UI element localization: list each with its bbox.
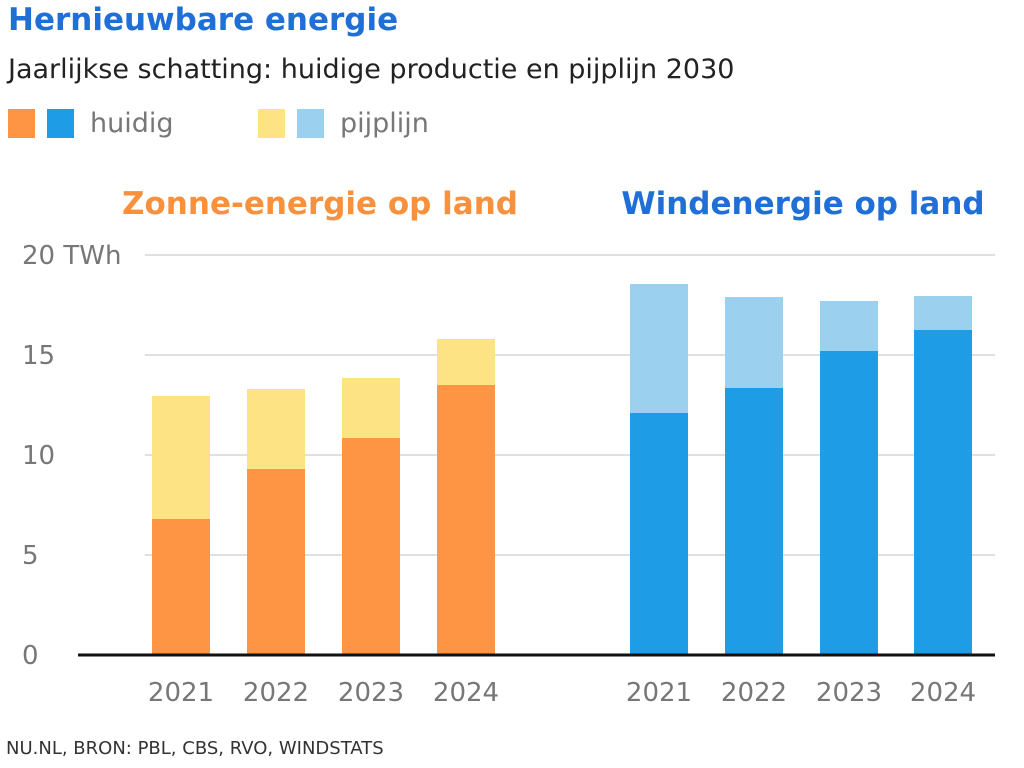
x-tick-label: 2023 [816, 678, 882, 708]
chart-subtitle: Jaarlijkse schatting: huidige productie … [8, 54, 735, 85]
y-tick-label: 10 [22, 441, 55, 471]
bar-pijplijn-2021 [152, 396, 210, 519]
bar-pijplijn-2022 [247, 389, 305, 469]
x-tick-label: 2024 [433, 678, 499, 708]
bar-huidig-2024 [914, 330, 972, 655]
legend-label-pipeline: pijplijn [340, 107, 429, 139]
legend-swatch-solar-current [8, 108, 35, 138]
bar-huidig-2023 [820, 351, 878, 655]
x-tick-label: 2021 [148, 678, 214, 708]
legend-swatch-wind-pipeline [297, 108, 324, 138]
source-note: NU.NL, BRON: PBL, CBS, RVO, WINDSTATS [6, 738, 384, 759]
bar-huidig-2023 [342, 438, 400, 655]
panel-title: Zonne-energie op land [122, 186, 518, 222]
legend-label-current: huidig [90, 107, 174, 139]
bar-huidig-2022 [247, 469, 305, 655]
bar-huidig-2024 [437, 385, 495, 655]
x-tick-label: 2023 [338, 678, 404, 708]
bar-pijplijn-2024 [437, 339, 495, 385]
bar-pijplijn-2024 [914, 296, 972, 330]
bar-huidig-2022 [725, 388, 783, 655]
y-tick-label: 0 [22, 641, 39, 671]
panel-title: Windenergie op land [621, 186, 984, 222]
bar-pijplijn-2023 [820, 301, 878, 351]
x-tick-label: 2024 [910, 678, 976, 708]
x-tick-label: 2022 [243, 678, 309, 708]
bar-pijplijn-2022 [725, 297, 783, 388]
x-tick-label: 2022 [721, 678, 787, 708]
bar-pijplijn-2023 [342, 378, 400, 438]
x-tick-label: 2021 [626, 678, 692, 708]
y-tick-label: 20 TWh [22, 241, 121, 271]
bar-huidig-2021 [152, 519, 210, 655]
bar-huidig-2021 [630, 413, 688, 655]
bar-pijplijn-2021 [630, 284, 688, 413]
legend-swatch-wind-current [47, 108, 74, 138]
chart-title: Hernieuwbare energie [8, 2, 399, 38]
legend-swatch-solar-pipeline [258, 108, 285, 138]
y-tick-label: 5 [22, 541, 39, 571]
legend: huidig pijplijn [8, 106, 429, 140]
y-tick-label: 15 [22, 341, 55, 371]
